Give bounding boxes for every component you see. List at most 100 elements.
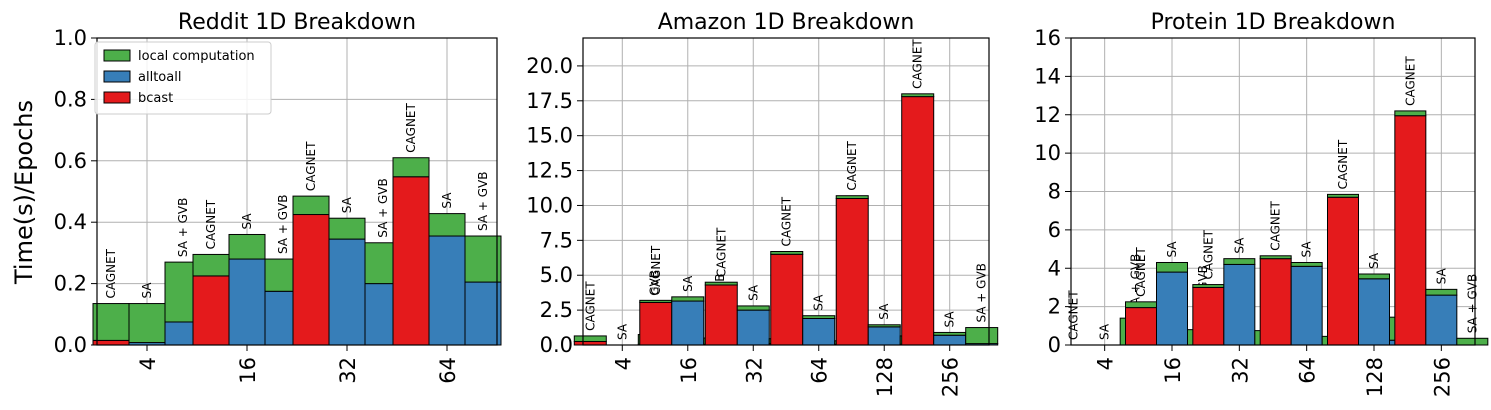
y-tick-label: 0.0: [54, 333, 87, 357]
x-tick-label: 256: [1430, 357, 1454, 397]
bar-local: [464, 235, 502, 283]
bar-alltoall: [802, 317, 836, 346]
y-tick-label: 0: [1048, 333, 1061, 357]
bar-local: [1358, 273, 1390, 280]
bar-alltoall: [328, 238, 366, 346]
bar-alltoall: [1425, 294, 1458, 346]
axes-frame: [1070, 37, 1476, 346]
bar-local: [736, 305, 770, 311]
y-tick-label: 12.5: [526, 159, 573, 183]
bar-method-label: CAGNET: [1269, 201, 1283, 251]
bar-local: [867, 324, 901, 328]
bar-local: [770, 251, 804, 255]
y-tick-label: 4: [1048, 256, 1061, 280]
bar-bcast: [292, 214, 330, 346]
bar-method-label: CAGNET: [304, 141, 318, 191]
bar-local: [704, 281, 738, 286]
bar-bcast: [1192, 286, 1225, 346]
bar-method-label: CAGNET: [104, 248, 118, 298]
bar-method-label: CAGNET: [1336, 139, 1350, 189]
panel-3: 0 2 4 6 8 10 12 14 16 4 16 32 64 128 256 CAGNET SA SA + G…: [1034, 10, 1489, 397]
bar-method-label: SA: [1165, 241, 1179, 258]
bar-method-label: SA + GVB: [975, 263, 989, 322]
bar-method-label: SA: [877, 303, 891, 320]
y-tick-label: 8: [1048, 180, 1061, 204]
bar-local: [92, 303, 130, 341]
y-tick-label: 6: [1048, 218, 1061, 242]
y-tick-label: 12: [1034, 103, 1061, 127]
bar-local: [1125, 301, 1157, 309]
bar-local: [835, 195, 869, 199]
bar-method-label: SA: [340, 196, 354, 213]
axes-frame: [582, 37, 990, 346]
bar-bcast: [192, 275, 230, 346]
x-tick-label: 4: [611, 357, 635, 370]
bar-local: [671, 296, 705, 302]
y-tick-label: 10.0: [526, 193, 573, 217]
y-tick-label: 20.0: [526, 54, 573, 78]
y-tick-label: 0.0: [540, 333, 573, 357]
bar-method-label: SA: [1434, 268, 1448, 285]
bar-local: [639, 299, 673, 303]
panel-title: Amazon 1D Breakdown: [658, 10, 915, 35]
bar-local: [128, 303, 166, 344]
bar-local: [292, 195, 330, 216]
y-tick-label: 17.5: [526, 89, 573, 113]
bar-local: [228, 233, 266, 260]
y-tick-label: 15.0: [526, 124, 573, 148]
bar-bcast: [835, 197, 869, 346]
y-tick-label: 1.0: [54, 26, 87, 50]
bar-method-label: SA: [1300, 241, 1314, 258]
bar-method-label: SA + GVB: [1129, 254, 1143, 313]
bar-method-label: SA: [1098, 323, 1112, 340]
bar-bcast: [704, 284, 738, 346]
bar-local: [1259, 255, 1292, 260]
bar-local: [933, 331, 967, 336]
y-tick-label: 14: [1034, 64, 1061, 88]
bar-local: [1223, 258, 1256, 265]
legend-swatch: [103, 91, 131, 104]
panel-1: 0.0 0.2 0.4 0.6 0.8 1.0 4 16 32 64 CAGNET SA SA + GV…: [54, 10, 502, 384]
bar-local: [573, 335, 607, 343]
x-tick-label: 128: [1363, 357, 1387, 397]
bar-local: [392, 157, 430, 178]
bar-alltoall: [428, 235, 466, 346]
bar-method-label: SA: [615, 323, 629, 340]
bar-alltoall: [1156, 271, 1188, 346]
y-tick-label: 0.2: [54, 272, 87, 296]
legend-label: bcast: [138, 91, 173, 106]
bar-method-label: SA: [1367, 252, 1381, 269]
x-tick-label: 128: [873, 357, 897, 397]
legend-swatch: [103, 70, 131, 83]
x-tick-label: 32: [1228, 357, 1252, 384]
bar-local: [1192, 284, 1225, 288]
x-tick-label: 4: [136, 357, 160, 370]
bar-bcast: [1259, 258, 1292, 346]
legend-swatch: [103, 49, 131, 62]
bar-local: [328, 217, 366, 240]
bar-method-label: SA + GVB: [376, 178, 390, 237]
bar-alltoall: [1358, 278, 1390, 346]
bar-method-label: CAGNET: [1201, 229, 1215, 279]
bar-method-label: CAGNET: [583, 281, 597, 331]
bar-local: [965, 327, 999, 345]
bar-bcast: [639, 301, 673, 346]
x-tick-label: 4: [1094, 357, 1118, 370]
bar-method-label: CAGNET: [649, 245, 663, 295]
y-tick-label: 7.5: [540, 228, 573, 252]
bar-bcast: [92, 339, 130, 346]
x-tick-label: 16: [236, 357, 260, 384]
bar-local: [901, 93, 935, 98]
y-tick-label: 0.4: [54, 210, 87, 234]
bar-method-label: SA + GVB: [1465, 274, 1479, 333]
bar-method-label: SA + GVB: [176, 198, 190, 257]
bar-method-label: SA: [140, 282, 154, 299]
bar-alltoall: [1223, 263, 1256, 346]
bar-method-label: SA: [943, 311, 957, 328]
y-tick-label: 2.5: [540, 298, 573, 322]
x-tick-label: 32: [336, 357, 360, 384]
bar-method-label: CAGNET: [911, 39, 925, 89]
bar-alltoall: [228, 258, 266, 346]
bar-method-label: CAGNET: [714, 227, 728, 277]
